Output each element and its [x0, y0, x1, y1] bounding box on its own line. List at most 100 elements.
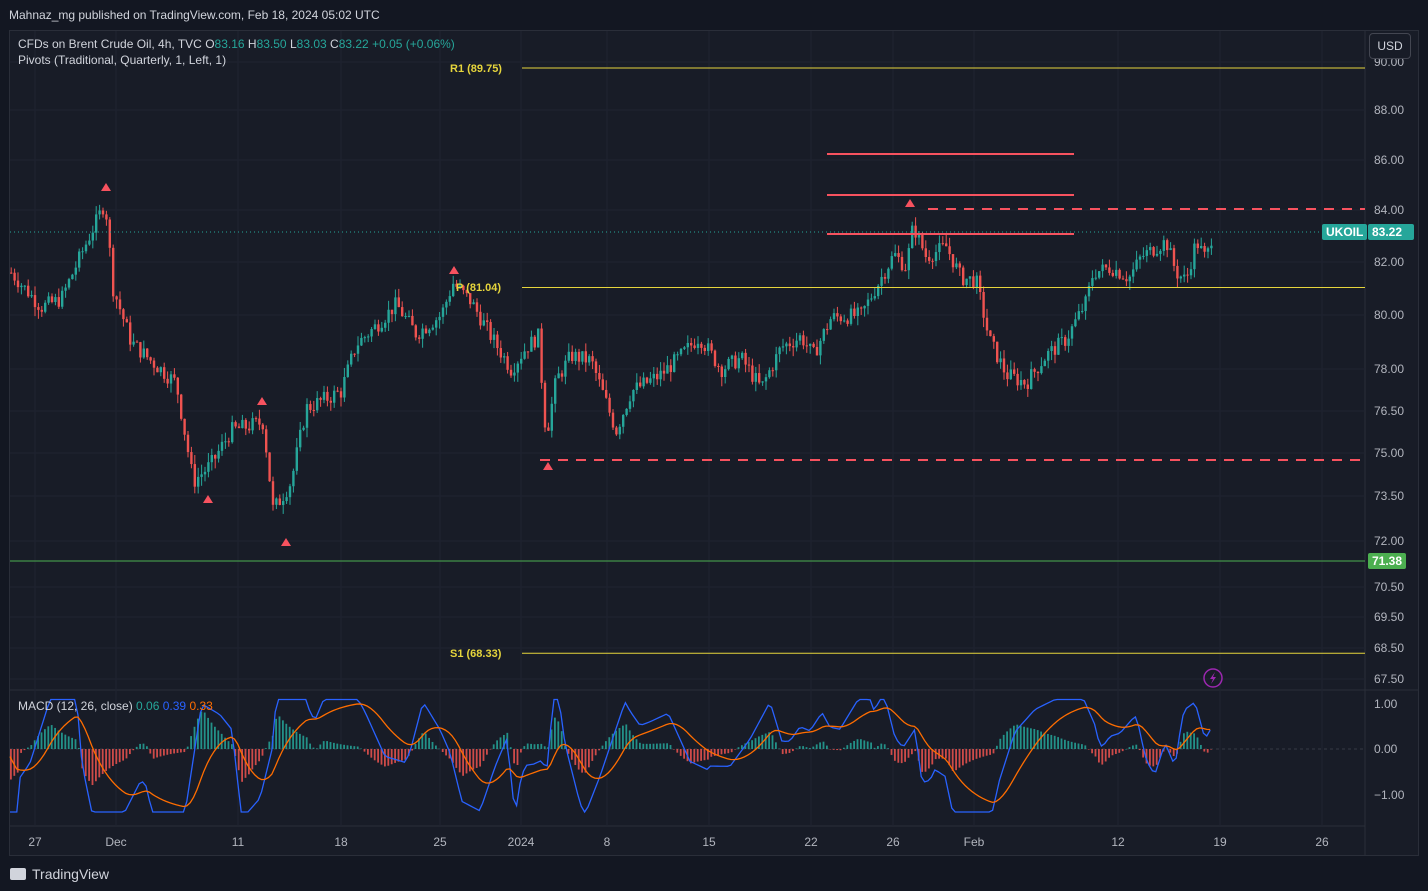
candle-body	[1060, 337, 1063, 339]
time-axis-tick: Dec	[105, 835, 126, 849]
candle-body	[278, 498, 281, 505]
candle-body	[792, 346, 795, 348]
candle-body	[941, 243, 944, 245]
candle-body	[418, 337, 421, 339]
candle-body	[747, 364, 751, 366]
candle-body	[526, 351, 530, 353]
macd-histogram-bar	[251, 749, 254, 770]
candle-body	[61, 290, 64, 307]
currency-button[interactable]: USD	[1369, 33, 1411, 59]
candle-body	[261, 424, 264, 430]
candle-body	[404, 316, 407, 318]
macd-histogram-bar	[428, 737, 430, 749]
macd-histogram-bar	[836, 749, 838, 751]
candle-body	[275, 498, 278, 505]
macd-histogram-bar	[67, 736, 70, 749]
candle-body	[81, 251, 84, 253]
candle-body	[54, 297, 57, 303]
macd-histogram-bar	[598, 749, 600, 751]
candle-body	[537, 328, 540, 348]
macd-histogram-bar	[152, 749, 155, 759]
candle-body	[254, 418, 258, 420]
candle-body	[71, 274, 74, 280]
candle-body	[40, 309, 43, 312]
macd-histogram-bar	[934, 749, 937, 760]
macd-histogram-bar	[1064, 739, 1066, 749]
candle-body	[237, 426, 241, 429]
candle-body	[788, 343, 791, 347]
macd-histogram-bar	[1128, 747, 1131, 749]
candle-body	[673, 354, 676, 372]
chart-pane[interactable]	[9, 30, 1419, 856]
macd-histogram-bar	[261, 749, 264, 756]
macd-histogram-bar	[353, 746, 356, 749]
macd-histogram-bar	[390, 749, 393, 765]
candle-body	[1142, 255, 1145, 257]
candle-body	[305, 404, 309, 428]
macd-histogram-bar	[540, 743, 543, 749]
macd-histogram-bar	[363, 749, 366, 752]
candle-body	[557, 373, 560, 379]
macd-histogram-bar	[210, 722, 213, 749]
price-axis[interactable]: 90.0088.0086.0084.0082.0080.0078.0076.50…	[1374, 55, 1404, 686]
time-axis[interactable]: 27 Dec 11 18 25 2024 8 15 22 26 Feb 12 19 26	[28, 835, 1329, 849]
candle-body	[628, 401, 632, 409]
price-axis-tick: 75.00	[1374, 446, 1404, 460]
candle-body	[567, 351, 570, 361]
macd-histogram-bar	[489, 749, 492, 750]
flash-icon[interactable]	[1203, 668, 1223, 688]
candle-body	[465, 290, 468, 294]
candle-body	[693, 345, 696, 348]
macd-histogram-bar	[1091, 749, 1093, 754]
macd-line-value: 0.39	[162, 699, 187, 713]
macd-histogram-bar	[1111, 749, 1114, 756]
open-label: O	[205, 37, 215, 51]
price-axis-tick: 67.50	[1374, 672, 1404, 686]
candle-body	[176, 377, 179, 395]
macd-histogram-bar	[951, 749, 954, 771]
candle-body	[50, 296, 54, 303]
candle-body	[122, 309, 125, 320]
candle-body	[316, 398, 319, 411]
symbol-label[interactable]: CFDs on Brent Crude Oil, 4h, TVC	[18, 37, 202, 51]
macd-histogram-bar	[843, 747, 845, 749]
candle-body	[407, 315, 411, 317]
price-axis-tick: 73.50	[1374, 489, 1404, 503]
candle-body	[768, 370, 771, 378]
macd-axis[interactable]: 1.00 0.00 −1.00	[1374, 697, 1405, 802]
macd-axis-tick: −1.00	[1374, 788, 1405, 802]
macd-histogram-bar	[812, 746, 815, 749]
macd-histogram-bar	[132, 749, 135, 751]
candle-body	[1104, 264, 1108, 268]
candle-body	[173, 374, 176, 378]
fractal-marker	[543, 462, 553, 470]
macd-histogram-bar	[907, 749, 910, 758]
macd-histogram-bar	[781, 749, 784, 755]
candle-body	[312, 409, 315, 411]
macd-histogram-bar	[445, 749, 447, 756]
candle-body	[618, 426, 621, 435]
macd-histogram-bar	[316, 748, 318, 749]
candle-body	[20, 285, 23, 288]
macd-histogram-bar	[914, 749, 917, 752]
candle-body	[1125, 279, 1128, 282]
macd-histogram-bar	[129, 749, 131, 755]
macd-histogram-bar	[720, 749, 723, 755]
macd-histogram-bar	[887, 748, 889, 749]
macd-histogram-bar	[156, 749, 158, 758]
candle-body	[880, 276, 883, 286]
candle-body	[730, 355, 734, 359]
macd-histogram-bar	[309, 743, 311, 749]
macd-histogram-bar	[1081, 744, 1083, 749]
pivots-indicator-label[interactable]: Pivots (Traditional, Quarterly, 1, Left,…	[18, 53, 227, 67]
candle-body	[244, 419, 247, 429]
candle-body	[1094, 277, 1097, 279]
ticker-name-tag: UKOIL	[1322, 224, 1368, 240]
candle-body	[295, 447, 298, 471]
candle-body	[720, 366, 723, 378]
tradingview-logo[interactable]: TradingView	[10, 866, 109, 882]
macd-histogram-bar	[1009, 728, 1012, 749]
macd-histogram-bar	[900, 749, 903, 764]
macd-legend[interactable]: MACD (12, 26, close) 0.06 0.39 0.33	[18, 699, 213, 713]
